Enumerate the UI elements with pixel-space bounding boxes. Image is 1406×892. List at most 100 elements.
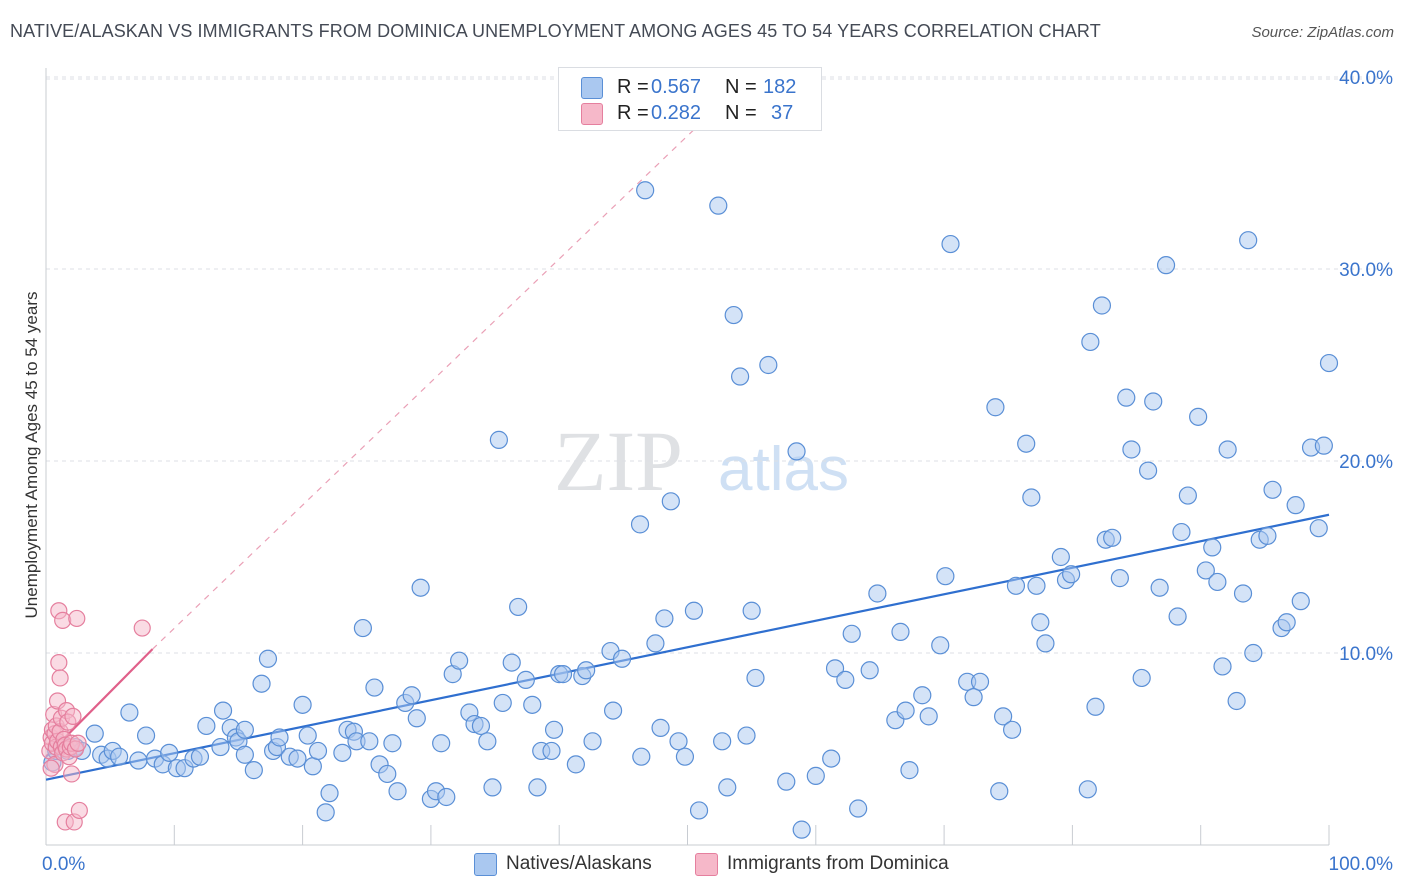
- point-natives-72: [509, 597, 528, 617]
- point-natives-141: [1051, 547, 1070, 567]
- point-natives-87: [612, 649, 632, 668]
- point-natives-86: [603, 701, 623, 720]
- point-natives-88: [630, 515, 650, 534]
- point-natives-98: [689, 801, 709, 820]
- point-natives-145: [1081, 332, 1100, 352]
- point-natives-29: [244, 761, 263, 780]
- point-natives-51: [378, 764, 397, 784]
- point-dominica-29: [64, 707, 82, 725]
- point-natives-57: [411, 578, 430, 597]
- legend-r-value-dominica: 0.282: [651, 102, 702, 124]
- point-natives-130: [970, 672, 990, 691]
- point-natives-125: [931, 636, 950, 655]
- point-natives-93: [655, 609, 674, 628]
- legend-n-value-dominica: 37: [771, 102, 794, 124]
- point-natives-165: [1213, 657, 1232, 676]
- point-natives-118: [868, 584, 887, 603]
- y-tick-label-20: 20.0%: [1339, 452, 1393, 473]
- trend-line-natives: [45, 513, 1330, 781]
- point-natives-162: [1196, 561, 1215, 580]
- point-natives-22: [211, 737, 230, 757]
- point-natives-132: [990, 782, 1009, 801]
- point-natives-122: [900, 761, 919, 780]
- point-natives-69: [489, 430, 508, 449]
- point-dominica-27: [63, 765, 81, 783]
- point-natives-181: [1319, 353, 1339, 373]
- point-natives-27: [235, 745, 254, 764]
- point-natives-89: [636, 181, 655, 200]
- point-natives-108: [777, 772, 796, 791]
- point-natives-180: [1314, 436, 1333, 455]
- point-dominica-18: [54, 611, 72, 629]
- point-natives-161: [1189, 407, 1208, 426]
- series-natives-points: [43, 181, 1339, 839]
- source-label: Source: ZipAtlas.com: [1251, 24, 1394, 41]
- point-natives-143: [1062, 565, 1081, 584]
- point-natives-160: [1178, 486, 1197, 505]
- point-natives-23: [213, 701, 233, 720]
- point-natives-116: [849, 799, 868, 818]
- point-natives-97: [684, 601, 704, 620]
- watermark-atlas: atlas: [718, 435, 849, 504]
- point-natives-151: [1117, 388, 1136, 407]
- point-natives-117: [860, 661, 879, 680]
- point-natives-133: [994, 707, 1013, 726]
- legend-n-label: N =: [725, 102, 757, 124]
- point-natives-166: [1218, 440, 1237, 459]
- point-dominica-13: [51, 669, 69, 687]
- point-natives-150: [1110, 569, 1129, 588]
- point-natives-159: [1172, 522, 1191, 542]
- bottom-legend-swatch-dominica: [695, 853, 718, 876]
- point-dominica-34: [70, 801, 88, 820]
- point-natives-10: [110, 747, 129, 766]
- point-natives-21: [197, 716, 216, 736]
- point-natives-163: [1203, 538, 1222, 557]
- tick-labels: 10.0% 20.0% 30.0% 40.0% 0.0% 100.0%: [42, 68, 1393, 875]
- point-natives-43: [333, 743, 352, 762]
- legend-r-value-natives: 0.567: [651, 76, 702, 98]
- point-natives-61: [437, 787, 456, 807]
- point-dominica-33: [69, 734, 87, 752]
- point-dominica-32: [68, 609, 86, 628]
- point-natives-78: [544, 720, 564, 739]
- point-natives-124: [919, 707, 938, 726]
- point-natives-149: [1103, 528, 1122, 547]
- point-natives-36: [288, 749, 307, 768]
- point-natives-91: [646, 634, 665, 653]
- point-natives-77: [542, 741, 561, 761]
- point-natives-39: [303, 757, 322, 776]
- point-natives-38: [298, 726, 317, 745]
- point-natives-31: [258, 649, 278, 668]
- point-natives-114: [836, 670, 855, 689]
- point-natives-127: [941, 234, 960, 254]
- point-natives-167: [1227, 691, 1246, 711]
- point-natives-123: [913, 686, 932, 705]
- point-natives-111: [806, 766, 825, 785]
- point-natives-164: [1208, 572, 1227, 592]
- x-tick-label-max: 100.0%: [1329, 854, 1394, 875]
- point-natives-63: [450, 651, 469, 670]
- point-natives-67: [478, 732, 497, 751]
- point-natives-115: [842, 624, 861, 643]
- legend-swatch-natives: [581, 77, 603, 99]
- point-natives-92: [651, 718, 670, 737]
- point-natives-131: [986, 398, 1005, 417]
- point-natives-84: [583, 732, 602, 751]
- x-tick-label-min: 0.0%: [42, 854, 85, 875]
- y-tick-label-10: 10.0%: [1339, 644, 1393, 665]
- point-natives-83: [577, 661, 596, 680]
- point-natives-138: [1027, 576, 1046, 595]
- point-natives-37: [293, 695, 312, 714]
- point-natives-139: [1031, 613, 1050, 632]
- point-natives-177: [1291, 592, 1310, 611]
- point-natives-135: [1006, 576, 1026, 595]
- point-natives-120: [891, 622, 910, 641]
- point-natives-95: [669, 732, 688, 751]
- stats-legend: R = 0.567 N = 182 R = 0.282 N = 37: [558, 67, 822, 131]
- point-natives-13: [136, 726, 156, 745]
- point-natives-99: [709, 196, 728, 215]
- legend-n-value-natives: 182: [763, 76, 797, 98]
- point-natives-34: [270, 728, 289, 747]
- point-natives-53: [388, 782, 407, 801]
- point-natives-12: [129, 751, 148, 770]
